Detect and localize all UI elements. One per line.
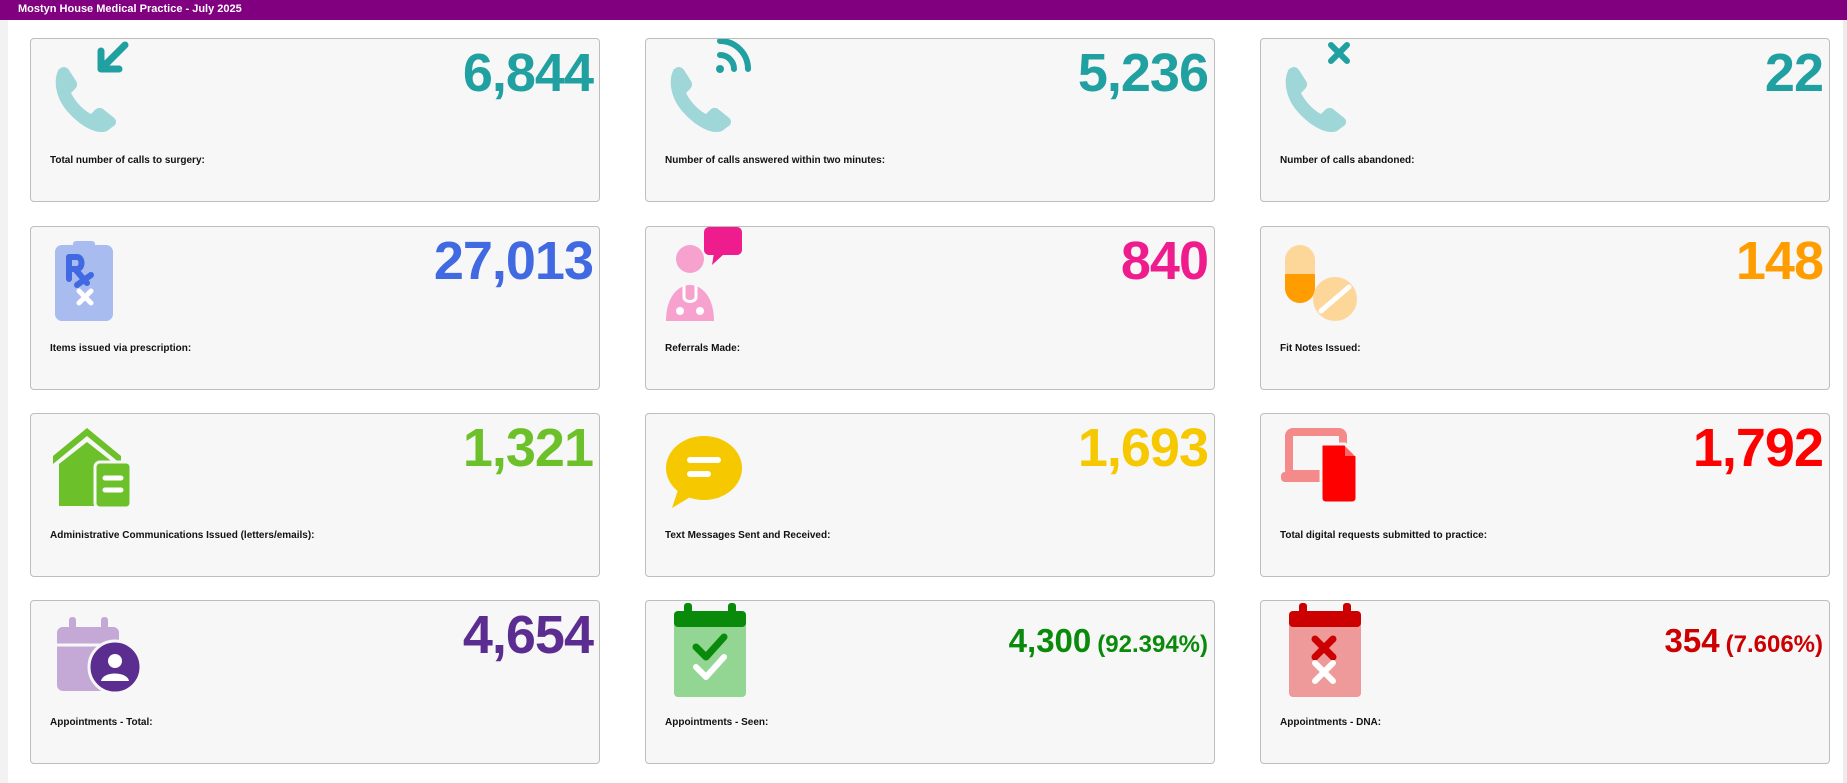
stat-label: Fit Notes Issued: — [1280, 343, 1361, 354]
stat-value: 6,844 — [462, 43, 594, 103]
stat-label: Administrative Communications Issued (le… — [50, 530, 315, 541]
card-appointments-total: 4,654 Appointments - Total: — [30, 600, 600, 764]
stat-value: 1,321 — [462, 418, 594, 478]
stat-label: Appointments - Total: — [50, 717, 153, 728]
card-prescriptions: 27,013 Items issued via prescription: — [30, 226, 600, 390]
scrollbar[interactable] — [1843, 20, 1847, 783]
stat-value: 840 — [1120, 231, 1209, 291]
card-appointments-seen: 4,300 (92.394%) Appointments - Seen: — [645, 600, 1215, 764]
stat-label: Total digital requests submitted to prac… — [1280, 530, 1488, 541]
card-admin-comms: 1,321 Administrative Communications Issu… — [30, 413, 600, 577]
stat-number: 4,300 — [1008, 622, 1092, 659]
stat-value: 354 (7.606%) — [1665, 619, 1823, 667]
stat-percentage: (7.606%) — [1725, 631, 1823, 658]
stat-value: 1,693 — [1077, 418, 1209, 478]
card-digital-requests: 1,792 Total digital requests submitted t… — [1260, 413, 1830, 577]
card-text-messages: 1,693 Text Messages Sent and Received: — [645, 413, 1215, 577]
doctor-chat-icon — [660, 227, 770, 337]
card-fit-notes: 148 Fit Notes Issued: — [1260, 226, 1830, 390]
chat-bubble-icon — [660, 414, 770, 524]
stat-value: 1,792 — [1692, 418, 1824, 478]
pills-icon — [1275, 227, 1385, 337]
card-appointments-dna: 354 (7.606%) Appointments - DNA: — [1260, 600, 1830, 764]
stat-value: 5,236 — [1077, 43, 1209, 103]
card-calls-answered: 5,236 Number of calls answered within tw… — [645, 38, 1215, 202]
left-border — [0, 20, 8, 783]
stat-value: 4,300 (92.394%) — [1009, 619, 1208, 667]
stat-label: Number of calls answered within two minu… — [665, 155, 886, 166]
stat-label: Total number of calls to surgery: — [50, 155, 205, 166]
stat-value: 22 — [1764, 43, 1824, 103]
card-calls-abandoned: 22 Number of calls abandoned: — [1260, 38, 1830, 202]
card-referrals: 840 Referrals Made: — [645, 226, 1215, 390]
stat-label: Text Messages Sent and Received: — [665, 530, 831, 541]
calendar-check-icon — [660, 601, 770, 711]
laptop-document-icon — [1275, 414, 1385, 524]
stat-value: 4,654 — [462, 605, 594, 665]
stat-label: Appointments - Seen: — [665, 717, 769, 728]
phone-cancel-icon — [1275, 39, 1385, 149]
stat-label: Items issued via prescription: — [50, 343, 192, 354]
page-title: Mostyn House Medical Practice - July 202… — [0, 0, 1847, 20]
prescription-icon — [45, 227, 155, 337]
stat-label: Referrals Made: — [665, 343, 741, 354]
home-letter-icon — [45, 414, 155, 524]
stat-number: 354 — [1664, 622, 1720, 659]
card-total-calls: 6,844 Total number of calls to surgery: — [30, 38, 600, 202]
calendar-user-icon — [45, 601, 155, 711]
calendar-cross-icon — [1275, 601, 1385, 711]
stat-value: 27,013 — [433, 231, 594, 291]
stat-percentage: (92.394%) — [1097, 631, 1208, 658]
phone-incoming-icon — [45, 39, 155, 149]
phone-signal-icon — [660, 39, 770, 149]
stat-value: 148 — [1735, 231, 1824, 291]
stat-label: Appointments - DNA: — [1280, 717, 1382, 728]
stat-label: Number of calls abandoned: — [1280, 155, 1415, 166]
